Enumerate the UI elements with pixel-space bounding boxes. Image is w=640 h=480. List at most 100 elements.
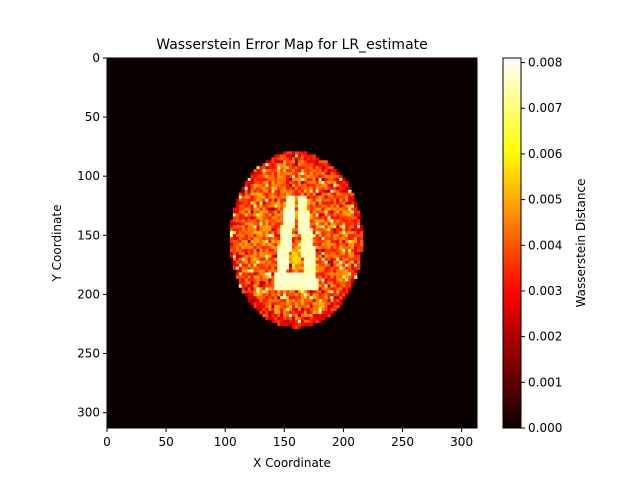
heatmap-cell — [253, 251, 257, 256]
heatmap-cell — [280, 210, 284, 214]
heatmap-cell — [300, 225, 305, 229]
heatmap-cell — [256, 248, 260, 253]
heatmap-cell — [324, 296, 328, 300]
heatmap-cell — [318, 189, 322, 194]
heatmap-cell — [312, 313, 316, 318]
heatmap-cell — [333, 195, 337, 200]
heatmap-cell — [256, 257, 260, 262]
heatmap-cell — [265, 305, 269, 309]
heatmap-cell — [312, 225, 316, 229]
heatmap-cell — [345, 189, 349, 194]
heatmap-cell — [330, 228, 334, 232]
heatmap-cell — [238, 275, 243, 279]
heatmap-cell — [309, 175, 314, 179]
heatmap-cell — [271, 225, 275, 229]
heatmap-cell — [306, 210, 311, 214]
heatmap-cell — [235, 201, 240, 205]
heatmap-cell — [306, 245, 311, 250]
heatmap-cell — [315, 254, 319, 259]
heatmap-cell — [300, 248, 305, 253]
heatmap-cell — [315, 177, 319, 182]
heatmap-cell — [339, 240, 343, 244]
heatmap-cell — [280, 263, 284, 267]
heatmap-cell — [241, 213, 246, 217]
heatmap-cell — [348, 189, 352, 194]
heatmap-cell — [330, 257, 334, 262]
heatmap-cell — [327, 275, 331, 279]
heatmap-cell — [256, 210, 260, 214]
heatmap-cell — [292, 172, 296, 176]
heatmap-cell — [289, 269, 293, 273]
y-axis-label: Y Coordinate — [50, 205, 64, 283]
heatmap-cell — [351, 192, 355, 197]
heatmap-cell — [324, 284, 328, 288]
heatmap-cell — [271, 189, 275, 194]
heatmap-cell — [265, 175, 269, 179]
heatmap-cell — [289, 180, 293, 185]
heatmap-cell — [348, 243, 352, 247]
heatmap-cell — [333, 172, 337, 176]
heatmap-cell — [306, 175, 311, 179]
heatmap-cell — [235, 210, 240, 214]
heatmap-cell — [339, 269, 343, 273]
heatmap-cell — [238, 263, 243, 267]
heatmap-cell — [315, 192, 319, 197]
heatmap-cell — [324, 251, 328, 256]
heatmap-cell — [345, 281, 349, 285]
heatmap-cell — [292, 296, 296, 300]
heatmap-cell — [250, 213, 254, 217]
heatmap-cell — [342, 260, 346, 265]
heatmap-cell — [286, 177, 290, 182]
heatmap-cell — [247, 180, 251, 185]
heatmap-cell — [241, 237, 246, 241]
heatmap-cell — [351, 210, 355, 214]
heatmap-cell — [315, 225, 319, 229]
heatmap-cell — [330, 192, 334, 197]
heatmap-cell — [280, 195, 284, 200]
heatmap-cell — [345, 225, 349, 229]
heatmap-cell — [336, 175, 340, 179]
heatmap-cell — [339, 254, 343, 259]
heatmap-cell — [289, 172, 293, 176]
heatmap-cell — [283, 225, 287, 229]
heatmap-cell — [271, 302, 275, 306]
heatmap-cell — [324, 266, 328, 270]
heatmap-cell — [303, 189, 308, 194]
heatmap-cell — [253, 234, 257, 238]
heatmap-cell — [268, 201, 272, 205]
chart-title: Wasserstein Error Map for LR_estimate — [156, 37, 428, 53]
heatmap-cell — [327, 308, 331, 312]
heatmap-cell — [268, 248, 272, 253]
heatmap-cell — [259, 299, 263, 303]
heatmap-cell — [283, 243, 287, 247]
heatmap-cell — [262, 198, 266, 202]
heatmap-cell — [280, 287, 284, 291]
heatmap-cell — [283, 281, 287, 285]
heatmap-cell — [312, 305, 316, 309]
heatmap-cell — [253, 213, 257, 217]
heatmap-cell — [309, 195, 314, 200]
heatmap-cell — [345, 210, 349, 214]
heatmap-cell — [244, 216, 249, 220]
heatmap-cell — [253, 254, 257, 259]
heatmap-cell — [271, 180, 275, 185]
heatmap-cell — [297, 234, 302, 238]
heatmap-cell — [336, 228, 340, 232]
heatmap-cell — [286, 163, 290, 167]
heatmap-cell — [309, 213, 314, 217]
heatmap-cell — [324, 160, 328, 164]
heatmap-cell — [274, 172, 278, 176]
heatmap-cell — [309, 186, 314, 191]
heatmap-cell — [315, 222, 319, 226]
heatmap-cell — [318, 219, 322, 223]
heatmap-cell — [315, 175, 319, 179]
heatmap-cell — [271, 213, 275, 217]
heatmap-cell — [351, 251, 355, 256]
heatmap-cell — [247, 245, 251, 250]
heatmap-cell — [265, 263, 269, 267]
heatmap-cell — [262, 293, 266, 297]
heatmap-cell — [253, 299, 257, 303]
heatmap-cell — [259, 207, 263, 211]
heatmap-cell — [327, 213, 331, 217]
heatmap-cell — [292, 322, 296, 327]
